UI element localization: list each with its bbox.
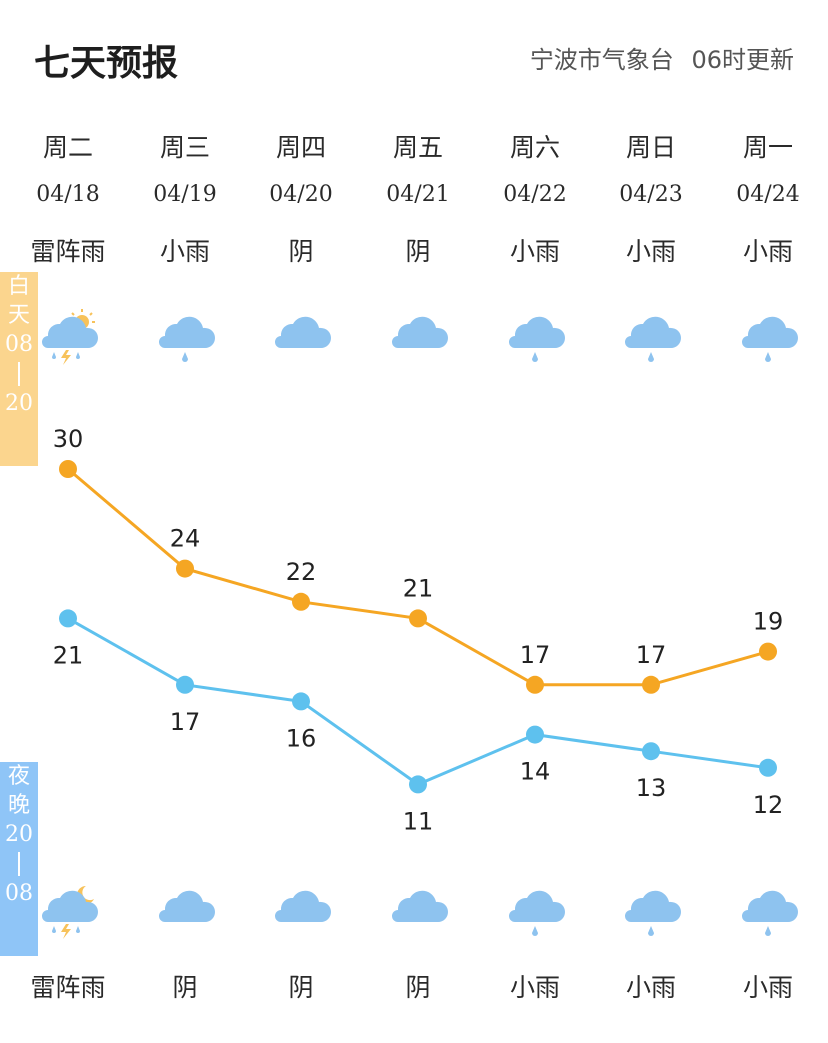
thunderstorm-moon-icon — [36, 876, 100, 940]
overcast-icon — [386, 876, 450, 940]
day-temperature-point — [759, 642, 777, 661]
day-temperature-point — [292, 592, 310, 611]
night-temperature-point — [526, 725, 544, 744]
day-temperature-label: 19 — [753, 608, 784, 636]
light-rain-icon — [619, 302, 683, 366]
date-label: 04/21 — [386, 182, 450, 207]
day-weather-desc: 雷阵雨 — [30, 237, 106, 266]
date-label: 04/22 — [503, 182, 567, 207]
nighttime-tag-char: 08 — [5, 881, 33, 906]
date-label: 04/20 — [269, 182, 333, 207]
date-label: 04/24 — [736, 182, 800, 207]
night-weather-desc: 小雨 — [742, 973, 793, 1002]
night-temperature-label: 14 — [520, 758, 551, 786]
night-temperature-point — [176, 675, 194, 694]
night-temperature-label: 21 — [53, 641, 84, 669]
day-temperature-point — [642, 675, 660, 694]
day-temperature-label: 17 — [520, 641, 551, 669]
day-temperature-point — [176, 559, 194, 578]
overcast-icon — [269, 302, 333, 366]
light-rain-icon — [503, 302, 567, 366]
day-weather-desc: 小雨 — [159, 237, 210, 266]
weekday-label: 周日 — [625, 133, 676, 162]
day-weather-desc: 阴 — [288, 237, 314, 266]
nighttime-tag-char: 夜 — [7, 764, 30, 789]
night-weather-desc: 小雨 — [625, 973, 676, 1002]
nighttime-tag-divider — [18, 852, 20, 876]
day-temperature-label: 17 — [636, 641, 667, 669]
day-weather-desc: 小雨 — [742, 237, 793, 266]
night-weather-desc: 阴 — [288, 973, 314, 1002]
light-rain-icon — [736, 876, 800, 940]
night-weather-desc: 雷阵雨 — [30, 973, 106, 1002]
night-temperature-label: 13 — [636, 774, 667, 802]
light-rain-icon — [503, 876, 567, 940]
date-label: 04/18 — [36, 182, 100, 207]
night-weather-desc: 阴 — [172, 973, 198, 1002]
overcast-icon — [386, 302, 450, 366]
thunderstorm-sun-icon — [36, 302, 100, 366]
night-temperature-label: 17 — [170, 708, 201, 736]
source-name: 宁波市气象台 — [529, 46, 674, 74]
date-label: 04/23 — [619, 182, 683, 207]
day-temperature-label: 30 — [53, 425, 84, 453]
overcast-icon — [269, 876, 333, 940]
night-temperature-point — [59, 609, 77, 628]
daytime-tag-char: 天 — [7, 303, 30, 328]
night-temperature-label: 12 — [753, 791, 784, 819]
day-weather-desc: 小雨 — [509, 237, 560, 266]
night-temperature-point — [759, 758, 777, 777]
daytime-tag: 白 天 08 20 — [0, 272, 38, 466]
page-title: 七天预报 — [34, 43, 179, 84]
night-weather-desc: 小雨 — [509, 973, 560, 1002]
day-temperature-label: 24 — [170, 525, 201, 553]
day-temperature-point — [409, 609, 427, 628]
day-temperature-label: 21 — [403, 574, 434, 602]
day-temperature-point — [526, 675, 544, 694]
nighttime-tag-char: 晚 — [7, 793, 30, 818]
light-rain-icon — [619, 876, 683, 940]
daytime-tag-char: 白 — [7, 274, 30, 299]
night-temperature-point — [409, 775, 427, 794]
overcast-icon — [153, 876, 217, 940]
daytime-tag-char: 20 — [5, 391, 33, 416]
day-weather-desc: 阴 — [405, 237, 431, 266]
weekday-label: 周五 — [392, 133, 443, 162]
weekday-label: 周四 — [275, 133, 326, 162]
night-weather-desc: 阴 — [405, 973, 431, 1002]
date-label: 04/19 — [153, 182, 217, 207]
weekday-label: 周一 — [742, 133, 793, 162]
night-temperature-point — [642, 742, 660, 761]
daytime-tag-char: 08 — [5, 332, 33, 357]
light-rain-icon — [736, 302, 800, 366]
weekday-label: 周三 — [159, 133, 210, 162]
night-temperature-label: 11 — [403, 807, 434, 835]
day-temperature-label: 22 — [286, 558, 317, 586]
day-weather-desc: 小雨 — [625, 237, 676, 266]
night-temperature-point — [292, 692, 310, 711]
forecast-source: 宁波市气象台 06时更新 — [520, 40, 794, 75]
nighttime-tag-char: 20 — [5, 822, 33, 847]
light-rain-icon — [153, 302, 217, 366]
daytime-tag-divider — [18, 362, 20, 386]
weekday-label: 周二 — [42, 133, 93, 162]
nighttime-tag: 夜 晚 20 08 — [0, 762, 38, 956]
update-time: 06时更新 — [691, 46, 794, 74]
day-temperature-point — [59, 460, 77, 478]
weekday-label: 周六 — [509, 133, 560, 162]
night-temperature-label: 16 — [286, 724, 317, 752]
